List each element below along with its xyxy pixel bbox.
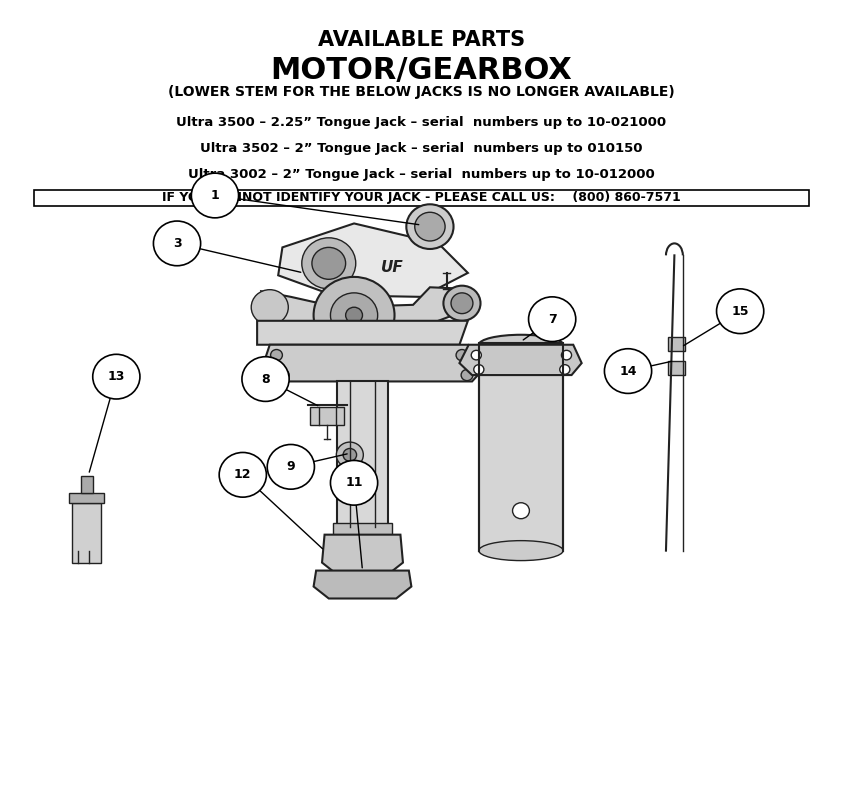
Bar — [337, 381, 388, 527]
Circle shape — [471, 350, 481, 360]
Polygon shape — [322, 535, 403, 575]
Circle shape — [456, 350, 468, 361]
Text: UF: UF — [381, 260, 403, 275]
Circle shape — [302, 238, 356, 289]
Circle shape — [474, 365, 484, 374]
Bar — [72, 503, 101, 563]
Text: 12: 12 — [234, 468, 251, 481]
Circle shape — [336, 442, 363, 468]
Polygon shape — [278, 223, 468, 297]
Bar — [69, 493, 104, 503]
Text: 1: 1 — [211, 189, 219, 202]
Circle shape — [93, 354, 140, 399]
Circle shape — [717, 289, 764, 334]
Text: 11: 11 — [346, 476, 362, 489]
Bar — [81, 476, 93, 493]
Polygon shape — [261, 287, 468, 337]
Text: 14: 14 — [620, 365, 636, 377]
Polygon shape — [310, 407, 344, 425]
Circle shape — [153, 221, 201, 266]
Circle shape — [561, 350, 572, 360]
Polygon shape — [261, 345, 482, 381]
Text: 13: 13 — [108, 370, 125, 383]
Polygon shape — [257, 321, 468, 345]
Ellipse shape — [479, 541, 563, 561]
Circle shape — [451, 293, 473, 314]
Text: Ultra 3500 – 2.25” Tongue Jack – serial  numbers up to 10-021000: Ultra 3500 – 2.25” Tongue Jack – serial … — [176, 116, 667, 128]
Circle shape — [461, 369, 473, 381]
Circle shape — [330, 293, 378, 338]
Bar — [479, 343, 563, 551]
Circle shape — [242, 357, 289, 401]
Ellipse shape — [479, 335, 563, 355]
Text: Ultra 3502 – 2” Tongue Jack – serial  numbers up to 010150: Ultra 3502 – 2” Tongue Jack – serial num… — [201, 142, 642, 155]
Text: 7: 7 — [548, 313, 556, 326]
Text: 15: 15 — [732, 305, 749, 318]
Circle shape — [415, 212, 445, 241]
Circle shape — [443, 286, 481, 321]
Text: 9: 9 — [287, 460, 295, 473]
Text: MOTOR/GEARBOX: MOTOR/GEARBOX — [271, 56, 572, 85]
Circle shape — [219, 452, 266, 497]
Polygon shape — [314, 571, 411, 598]
Circle shape — [406, 204, 454, 249]
Text: (LOWER STEM FOR THE BELOW JACKS IS NO LONGER AVAILABLE): (LOWER STEM FOR THE BELOW JACKS IS NO LO… — [168, 85, 675, 100]
Circle shape — [513, 503, 529, 519]
FancyBboxPatch shape — [34, 190, 809, 206]
Polygon shape — [459, 345, 582, 375]
Text: AVAILABLE PARTS: AVAILABLE PARTS — [318, 30, 525, 50]
Bar — [333, 523, 392, 535]
Circle shape — [529, 297, 576, 342]
Circle shape — [604, 349, 652, 393]
Circle shape — [330, 460, 378, 505]
Text: Ultra 3002 – 2” Tongue Jack – serial  numbers up to 10-012000: Ultra 3002 – 2” Tongue Jack – serial num… — [188, 168, 655, 181]
Circle shape — [343, 448, 357, 461]
Circle shape — [312, 247, 346, 279]
Circle shape — [560, 365, 570, 374]
Circle shape — [271, 350, 282, 361]
Circle shape — [267, 444, 314, 489]
Circle shape — [277, 369, 289, 381]
Text: 3: 3 — [173, 237, 181, 250]
Bar — [668, 337, 685, 351]
Circle shape — [251, 290, 288, 325]
Bar — [668, 361, 685, 375]
Text: 8: 8 — [261, 373, 270, 385]
Circle shape — [314, 277, 395, 354]
Circle shape — [191, 173, 239, 218]
Text: IF YOU CANNOT IDENTIFY YOUR JACK - PLEASE CALL US:    (800) 860-7571: IF YOU CANNOT IDENTIFY YOUR JACK - PLEAS… — [162, 192, 681, 204]
Circle shape — [346, 307, 362, 323]
